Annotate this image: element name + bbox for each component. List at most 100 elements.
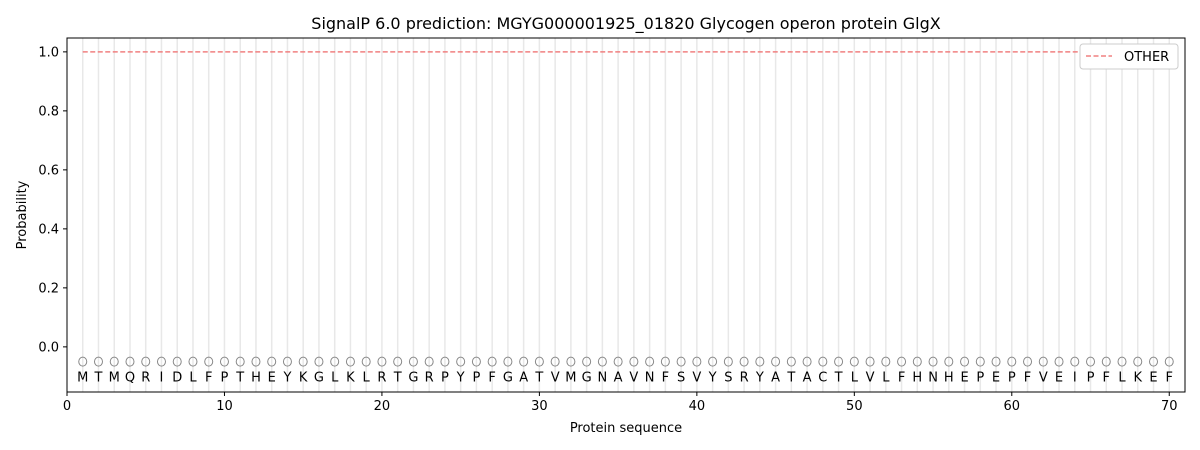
residue-label: T	[94, 370, 103, 385]
residue-label: Y	[456, 370, 465, 385]
x-tick-label: 40	[689, 399, 706, 414]
prediction-marker	[1086, 356, 1096, 367]
prediction-marker	[78, 356, 88, 367]
residue-label: L	[189, 370, 197, 385]
prediction-marker	[1070, 356, 1080, 367]
residue-label: N	[645, 370, 655, 385]
residue-label: A	[519, 370, 528, 385]
residue-label: A	[771, 370, 780, 385]
prediction-marker	[865, 356, 875, 367]
prediction-marker	[109, 356, 119, 367]
prediction-marker	[125, 356, 135, 367]
y-tick-label: 1.0	[38, 45, 59, 60]
prediction-marker	[188, 356, 198, 367]
x-tick-label: 30	[531, 399, 548, 414]
prediction-marker	[881, 356, 891, 367]
residue-label: F	[1166, 370, 1173, 385]
prediction-marker	[282, 356, 292, 367]
residue-label: N	[928, 370, 938, 385]
prediction-marker	[534, 356, 544, 367]
residue-label: L	[331, 370, 339, 385]
prediction-marker	[834, 356, 844, 367]
prediction-marker	[597, 356, 607, 367]
prediction-marker	[440, 356, 450, 367]
prediction-marker	[550, 356, 560, 367]
prediction-marker	[755, 356, 765, 367]
residue-label: G	[503, 370, 513, 385]
prediction-marker	[345, 356, 355, 367]
residue-label: H	[944, 370, 954, 385]
x-tick-label: 70	[1161, 399, 1178, 414]
residue-label: R	[425, 370, 434, 385]
prediction-marker	[251, 356, 261, 367]
prediction-marker	[802, 356, 812, 367]
chart-title: SignalP 6.0 prediction: MGYG000001925_01…	[311, 14, 940, 34]
residue-label: Y	[755, 370, 764, 385]
prediction-marker	[1007, 356, 1017, 367]
prediction-marker	[219, 356, 229, 367]
residue-label: M	[109, 370, 120, 385]
residue-label: D	[172, 370, 182, 385]
residue-label: T	[786, 370, 795, 385]
prediction-marker	[660, 356, 670, 367]
residue-label: T	[834, 370, 843, 385]
y-tick-label: 0.0	[38, 340, 59, 355]
residue-label: L	[1118, 370, 1126, 385]
prediction-marker	[298, 356, 308, 367]
x-tick-label: 50	[846, 399, 863, 414]
prediction-marker	[849, 356, 859, 367]
residue-label: K	[346, 370, 355, 385]
residue-label: P	[472, 370, 480, 385]
prediction-marker	[330, 356, 340, 367]
residue-label: V	[692, 370, 701, 385]
residue-label: Q	[125, 370, 135, 385]
prediction-marker	[975, 356, 985, 367]
residue-label: P	[1087, 370, 1095, 385]
residue-label: E	[992, 370, 1000, 385]
prediction-marker	[393, 356, 403, 367]
y-tick-label: 0.8	[38, 104, 59, 119]
prediction-marker	[1101, 356, 1111, 367]
residue-label: S	[724, 370, 732, 385]
prediction-marker	[771, 356, 781, 367]
plot-frame	[66, 37, 1186, 393]
residue-label: F	[1024, 370, 1031, 385]
residue-label: F	[488, 370, 495, 385]
residue-label: A	[803, 370, 812, 385]
residue-label: P	[976, 370, 984, 385]
residue-label: H	[251, 370, 261, 385]
prediction-marker	[1133, 356, 1143, 367]
prediction-marker	[960, 356, 970, 367]
prediction-marker	[172, 356, 182, 367]
prediction-marker	[818, 356, 828, 367]
residue-label: F	[898, 370, 905, 385]
prediction-marker	[739, 356, 749, 367]
x-tick-label: 60	[1004, 399, 1021, 414]
x-tick-label: 20	[374, 399, 391, 414]
residue-label: P	[441, 370, 449, 385]
residue-label: V	[1039, 370, 1048, 385]
legend: OTHER	[1079, 43, 1179, 70]
prediction-marker	[708, 356, 718, 367]
prediction-marker	[928, 356, 938, 367]
residue-label: K	[299, 370, 308, 385]
residue-label: E	[1055, 370, 1063, 385]
prediction-marker	[629, 356, 639, 367]
residue-label: E	[960, 370, 968, 385]
residue-label: I	[1073, 370, 1077, 385]
residue-label: L	[363, 370, 371, 385]
prediction-marker	[361, 356, 371, 367]
prediction-marker	[613, 356, 623, 367]
prediction-marker	[519, 356, 529, 367]
prediction-marker	[314, 356, 324, 367]
x-tick-label: 0	[63, 399, 71, 414]
residue-label: G	[314, 370, 324, 385]
residue-label: R	[377, 370, 386, 385]
y-tick-label: 0.2	[38, 281, 59, 296]
residue-label: F	[205, 370, 212, 385]
prediction-marker	[1023, 356, 1033, 367]
prediction-marker	[487, 356, 497, 367]
residue-label: Y	[708, 370, 717, 385]
prediction-marker	[1149, 356, 1159, 367]
